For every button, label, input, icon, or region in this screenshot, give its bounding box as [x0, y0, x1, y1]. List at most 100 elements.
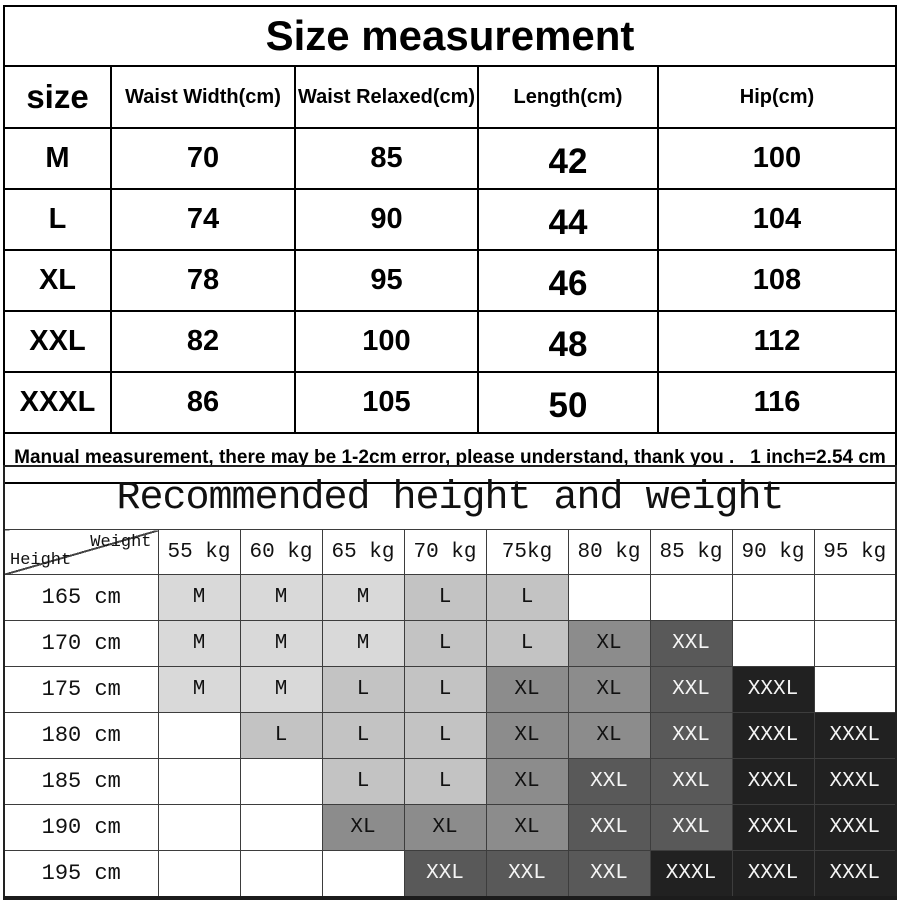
size-label: M — [3, 127, 112, 190]
weight-column-header: 95 kg — [813, 529, 897, 575]
size-grade-cell: XXL — [649, 712, 733, 759]
size-grade-cell: XXL — [403, 850, 487, 899]
waist-relaxed-value: 105 — [294, 371, 479, 434]
empty-cell — [239, 758, 323, 805]
column-header-waist-width: Waist Width(cm) — [110, 65, 296, 129]
height-label: 180 cm — [3, 712, 159, 759]
height-axis-label: Height — [10, 551, 72, 570]
recommend-height-weight-table: Recommended height and weight Weight Hei… — [3, 465, 897, 900]
size-grade-cell: XL — [485, 804, 569, 851]
height-label: 190 cm — [3, 804, 159, 851]
weight-column-header: 65 kg — [321, 529, 405, 575]
size-grade-cell: XL — [485, 712, 569, 759]
height-label: 170 cm — [3, 620, 159, 667]
length-value: 42 — [477, 127, 659, 190]
recommend-row: 185 cm L L XL XXL XXL XXXL XXXL — [3, 758, 897, 805]
empty-cell — [567, 574, 651, 621]
size-grade-cell: M — [157, 620, 241, 667]
empty-cell — [239, 804, 323, 851]
size-grade-cell: L — [239, 712, 323, 759]
height-label: 165 cm — [3, 574, 159, 621]
size-label: XL — [3, 249, 112, 312]
hip-value: 100 — [657, 127, 897, 190]
size-grade-cell: XL — [567, 620, 651, 667]
size-grade-cell: XL — [485, 666, 569, 713]
empty-cell — [813, 666, 897, 713]
size-grade-cell: XXXL — [813, 712, 897, 759]
size-grade-cell: XL — [485, 758, 569, 805]
weight-column-header: 90 kg — [731, 529, 815, 575]
size-grade-cell: M — [321, 620, 405, 667]
empty-cell — [731, 574, 815, 621]
size-grade-cell: XXXL — [731, 850, 815, 899]
length-value: 48 — [477, 310, 659, 373]
size-grade-cell: XXL — [649, 804, 733, 851]
hip-value: 112 — [657, 310, 897, 373]
size-grade-cell: XL — [567, 712, 651, 759]
size-table-row: XXXL 86 105 50 116 — [3, 371, 897, 434]
recommend-header-row: Weight Height 55 kg 60 kg 65 kg 70 kg 75kg 80… — [3, 529, 897, 575]
size-grade-cell: XXL — [567, 804, 651, 851]
empty-cell — [157, 758, 241, 805]
waist-width-value: 74 — [110, 188, 296, 251]
size-grade-cell: XXL — [567, 850, 651, 899]
empty-cell — [157, 850, 241, 899]
size-table-row: M 70 85 42 100 — [3, 127, 897, 190]
waist-relaxed-value: 95 — [294, 249, 479, 312]
size-grade-cell: L — [403, 620, 487, 667]
column-header-size: size — [3, 65, 112, 129]
waist-width-value: 86 — [110, 371, 296, 434]
size-grade-cell: M — [321, 574, 405, 621]
column-header-length: Length(cm) — [477, 65, 659, 129]
size-grade-cell: XXXL — [813, 758, 897, 805]
empty-cell — [157, 712, 241, 759]
size-table-header-row: size Waist Width(cm) Waist Relaxed(cm) L… — [3, 65, 897, 129]
empty-cell — [157, 804, 241, 851]
size-grade-cell: L — [403, 574, 487, 621]
recommend-row: 195 cm XXL XXL XXL XXXL XXXL XXXL — [3, 850, 897, 899]
waist-width-value: 70 — [110, 127, 296, 190]
empty-cell — [649, 574, 733, 621]
size-grade-cell: M — [157, 574, 241, 621]
size-grade-cell: XXL — [485, 850, 569, 899]
size-grade-cell: L — [485, 574, 569, 621]
hip-value: 104 — [657, 188, 897, 251]
waist-relaxed-value: 90 — [294, 188, 479, 251]
hip-value: 108 — [657, 249, 897, 312]
size-table-row: XL 78 95 46 108 — [3, 249, 897, 312]
weight-column-header: 60 kg — [239, 529, 323, 575]
size-grade-cell: M — [239, 620, 323, 667]
size-grade-cell: L — [321, 758, 405, 805]
length-value: 46 — [477, 249, 659, 312]
recommend-title-row: Recommended height and weight — [3, 465, 897, 530]
size-table-title-row: Size measurement — [3, 5, 897, 67]
size-grade-cell: XXL — [649, 620, 733, 667]
height-label: 175 cm — [3, 666, 159, 713]
empty-cell — [813, 620, 897, 667]
weight-column-header: 70 kg — [403, 529, 487, 575]
waist-relaxed-value: 100 — [294, 310, 479, 373]
waist-width-value: 78 — [110, 249, 296, 312]
waist-width-value: 82 — [110, 310, 296, 373]
size-grade-cell: L — [403, 666, 487, 713]
size-grade-cell: XL — [321, 804, 405, 851]
weight-column-header: 80 kg — [567, 529, 651, 575]
size-grade-cell: L — [485, 620, 569, 667]
weight-column-header: 85 kg — [649, 529, 733, 575]
size-grade-cell: XXXL — [731, 758, 815, 805]
size-grade-cell: L — [321, 666, 405, 713]
hip-value: 116 — [657, 371, 897, 434]
recommend-row: 165 cm M M M L L — [3, 574, 897, 621]
size-table-title: Size measurement — [3, 5, 897, 67]
weight-column-header: 75kg — [485, 529, 569, 575]
empty-cell — [321, 850, 405, 899]
size-grade-cell: XXXL — [731, 712, 815, 759]
recommend-table-title: Recommended height and weight — [3, 465, 897, 530]
size-grade-cell: L — [403, 758, 487, 805]
column-header-hip: Hip(cm) — [657, 65, 897, 129]
size-grade-cell: XXXL — [813, 850, 897, 899]
recommend-row: 180 cm L L L XL XL XXL XXXL XXXL — [3, 712, 897, 759]
recommend-row: 175 cm M M L L XL XL XXL XXXL — [3, 666, 897, 713]
size-label: XXXL — [3, 371, 112, 434]
